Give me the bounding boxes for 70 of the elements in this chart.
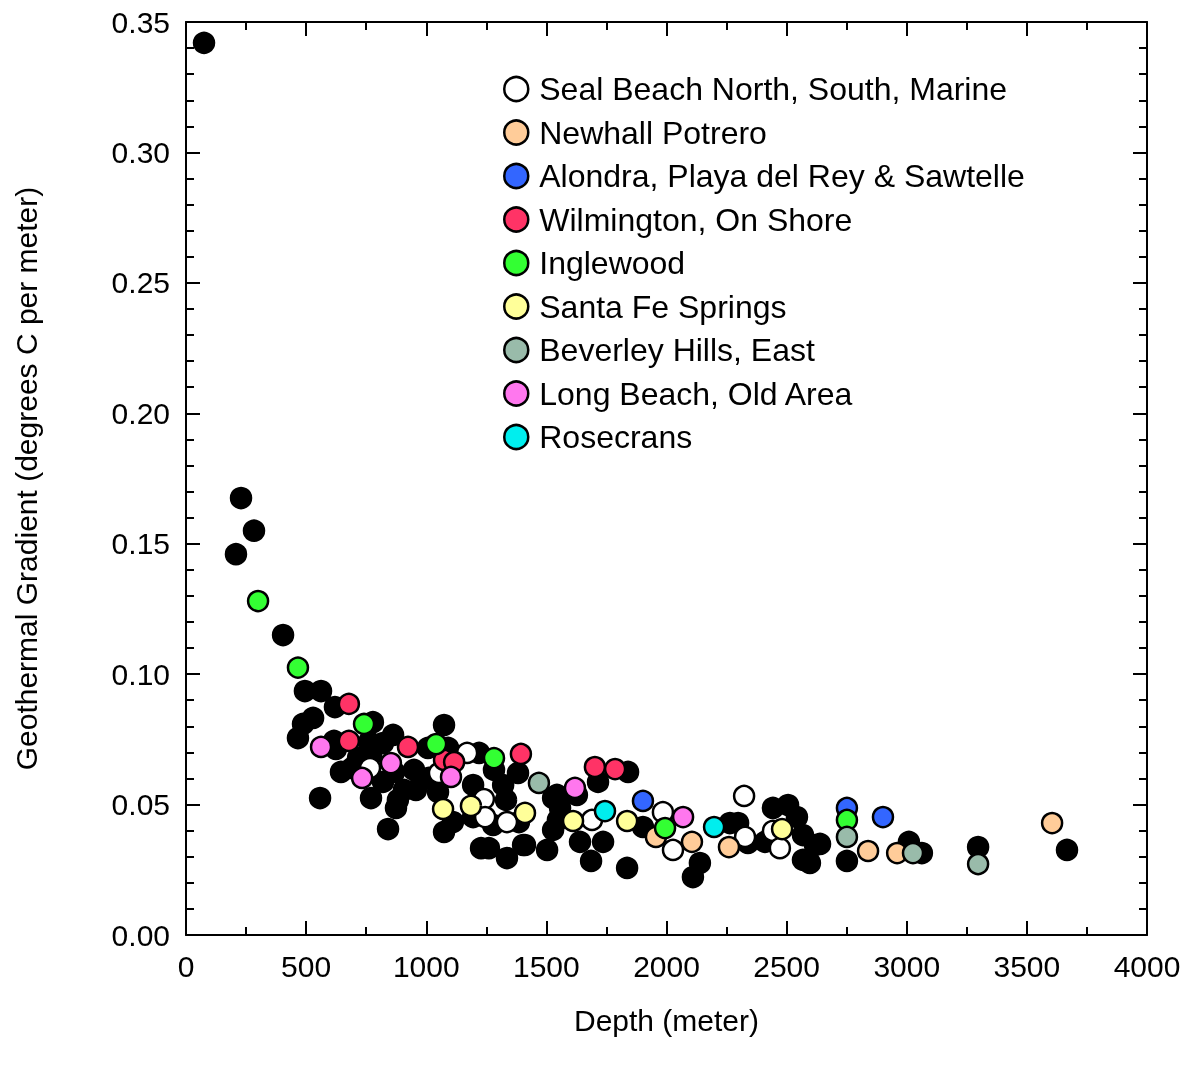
point — [702, 815, 726, 839]
x-tick-label: 3000 — [873, 949, 941, 983]
point — [473, 805, 497, 829]
point — [396, 735, 420, 759]
y-tick-label: 0.30 — [111, 135, 170, 169]
legend-label: Rosecrans — [539, 419, 693, 455]
point — [615, 809, 639, 833]
point — [352, 712, 376, 736]
point — [770, 817, 794, 841]
legend-label: Wilmington, On Shore — [539, 201, 853, 238]
point — [966, 852, 990, 876]
y-tick-label: 0.15 — [111, 527, 170, 561]
x-tick-label: 1000 — [392, 949, 460, 983]
y-tick-label: 0.20 — [111, 396, 170, 430]
legend-label: Santa Fe Springs — [539, 288, 787, 325]
x-tick-label: 0 — [177, 949, 195, 983]
y-tick-label: 0.25 — [111, 266, 170, 300]
point — [631, 789, 655, 813]
point — [309, 735, 333, 759]
point — [733, 825, 757, 849]
point — [246, 589, 270, 613]
point — [459, 794, 483, 818]
point — [482, 746, 506, 770]
point — [835, 825, 859, 849]
point — [337, 729, 361, 753]
point — [431, 797, 455, 821]
y-tick-label: 0.35 — [111, 5, 170, 39]
point — [350, 766, 374, 790]
point — [286, 656, 310, 679]
point — [495, 810, 519, 834]
x-axis-title: Depth (meter) — [573, 1003, 760, 1037]
point — [439, 765, 463, 789]
y-tick-label: 0.05 — [111, 788, 170, 822]
legend-label: Alondra, Playa del Rey & Sawtelle — [539, 158, 1025, 194]
point — [527, 771, 551, 795]
point — [680, 830, 704, 854]
point — [509, 742, 533, 766]
x-tick-label: 2500 — [753, 949, 820, 983]
point — [661, 838, 685, 862]
point — [671, 805, 695, 829]
point — [583, 755, 607, 779]
x-tick-label: 1500 — [513, 949, 580, 983]
legend-label: Inglewood — [539, 245, 686, 281]
point — [717, 835, 741, 859]
y-tick-label: 0.00 — [111, 918, 170, 952]
point — [563, 776, 587, 800]
point — [424, 732, 448, 756]
point — [379, 751, 403, 775]
legend-label: Seal Beach North, South, Marine — [539, 71, 1008, 107]
y-tick-label: 0.10 — [111, 657, 170, 691]
point — [856, 839, 880, 863]
y-axis-title: Geothermal Gradient (degrees C per meter) — [9, 186, 43, 771]
point — [768, 836, 792, 860]
point — [871, 805, 895, 829]
point — [561, 809, 585, 833]
x-tick-label: 4000 — [1113, 949, 1181, 983]
x-tick-label: 3500 — [993, 949, 1061, 983]
point — [653, 816, 677, 840]
x-tick-label: 500 — [281, 949, 332, 983]
legend-label: Beverley Hills, East — [539, 332, 815, 368]
point — [337, 692, 361, 716]
point — [593, 799, 617, 823]
point — [513, 801, 537, 825]
point — [1040, 811, 1064, 835]
legend-label: Newhall Potrero — [539, 114, 767, 151]
point — [732, 784, 756, 808]
point — [901, 841, 925, 865]
x-tick-label: 2000 — [633, 949, 700, 983]
point — [603, 757, 627, 781]
legend-label: Long Beach, Old Area — [539, 375, 853, 412]
